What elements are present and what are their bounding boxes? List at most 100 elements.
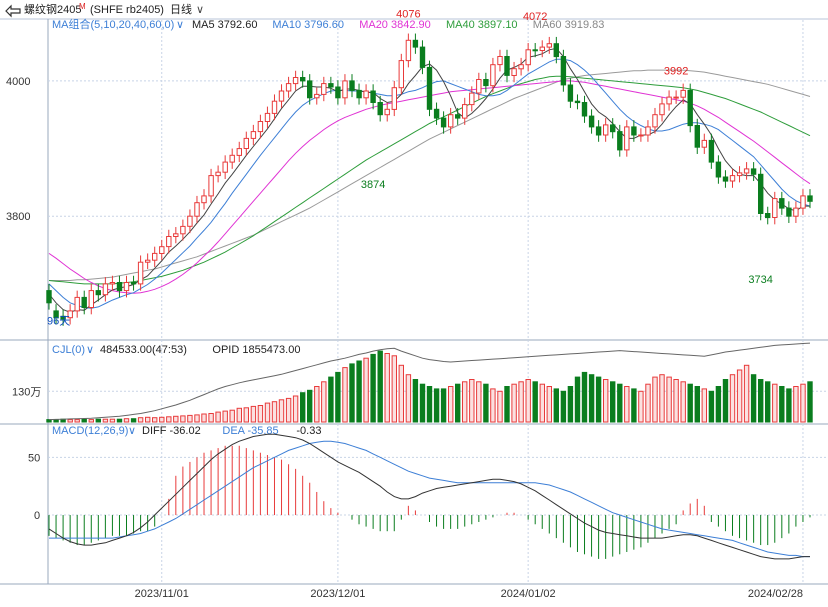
candle	[370, 84, 376, 110]
volume-bar	[553, 388, 559, 423]
candle-body	[349, 80, 355, 91]
candle-body	[53, 310, 59, 319]
volume-bar	[257, 405, 264, 423]
candle-body	[314, 93, 320, 99]
volume-legend: CJL(0) ∨ 484533.00(47:53) OPID 1855473.00	[52, 344, 300, 356]
candle-body	[292, 77, 299, 85]
volume-bar	[631, 388, 637, 423]
candle-body	[567, 84, 574, 102]
volume-bar	[250, 405, 257, 423]
volume-bar	[645, 383, 651, 423]
candle	[152, 246, 158, 267]
candle-body	[307, 80, 313, 99]
volume-bar	[363, 357, 369, 423]
header-bar: 螺纹钢2405 M (SHFE rb2405) 日线 ∨	[5, 2, 204, 18]
candle	[567, 78, 574, 108]
candle-body	[617, 131, 623, 151]
candle-body	[490, 64, 496, 87]
volume-bar	[130, 418, 137, 423]
candle-body	[497, 56, 503, 66]
candle	[743, 162, 750, 180]
candle-body	[694, 125, 700, 148]
candle-body	[729, 175, 736, 182]
candle	[610, 118, 616, 139]
candle-body	[159, 246, 165, 254]
candle-body	[271, 100, 278, 114]
legend-value: 484533.00(47:53)	[100, 344, 187, 356]
volume-bar	[278, 399, 285, 423]
ma-dropdown-icon[interactable]: ∨	[176, 19, 184, 31]
date-tick-label: 2024/01/02	[501, 588, 556, 600]
candle	[603, 118, 609, 142]
candle	[109, 275, 116, 291]
candle	[342, 74, 348, 105]
candle-body	[793, 207, 799, 217]
volume-bar	[180, 415, 186, 423]
period-selector[interactable]: 日线	[170, 2, 192, 16]
candle	[243, 131, 250, 156]
candle-body	[553, 43, 559, 58]
candle	[765, 206, 771, 225]
volume-bar	[412, 379, 419, 423]
candle	[750, 162, 757, 182]
candle-body	[377, 102, 383, 116]
candle-body	[595, 126, 602, 136]
back-arrow-icon[interactable]	[5, 4, 21, 18]
candle	[377, 95, 383, 122]
volume-bar	[300, 392, 306, 423]
period-dropdown-icon[interactable]: ∨	[196, 4, 204, 16]
volume-bar	[187, 414, 193, 423]
candle	[314, 87, 320, 105]
candle	[88, 283, 94, 315]
candle	[426, 60, 433, 117]
candle	[617, 124, 623, 157]
candle	[539, 40, 545, 58]
volume-bar	[215, 411, 221, 423]
candle	[201, 189, 207, 210]
macd-dea-line	[49, 440, 810, 558]
candle	[137, 255, 144, 291]
candle-body	[765, 213, 771, 219]
candle	[278, 84, 285, 108]
candle	[412, 33, 419, 54]
volume-bar	[292, 395, 299, 423]
candle	[631, 120, 637, 142]
candle	[701, 133, 707, 154]
candle-body	[173, 233, 179, 238]
volume-bar	[95, 418, 101, 423]
candle-body	[166, 236, 172, 248]
candle	[419, 40, 426, 75]
candle	[511, 61, 517, 83]
cjl-dropdown-icon[interactable]: ∨	[86, 344, 94, 356]
volume-bar	[116, 418, 123, 423]
volume-bar	[109, 418, 116, 423]
volume-bar	[722, 379, 729, 423]
candle	[666, 90, 672, 111]
candle-body	[518, 64, 524, 70]
cjl-group-label[interactable]: CJL(0)	[52, 344, 85, 356]
volume-bar	[567, 386, 574, 423]
volume-bar	[166, 416, 172, 423]
volume-bar	[666, 376, 672, 423]
volume-bar	[638, 390, 644, 423]
ma-group-label[interactable]: MA组合(5,10,20,40,60,0)	[52, 17, 174, 31]
volume-bar	[743, 364, 750, 423]
volume-bar	[588, 374, 595, 423]
candle	[95, 283, 101, 302]
volume-bar	[659, 374, 665, 423]
candle	[659, 97, 665, 122]
volume-bar	[342, 367, 348, 423]
macd-legend: MACD(12,26,9) ∨ DIFF -36.02 DEA -35.85 -0.…	[52, 425, 321, 437]
candle	[173, 227, 179, 244]
candle-body	[469, 92, 475, 106]
volume-bar	[81, 418, 87, 423]
volume-bar	[560, 390, 567, 423]
volume-bar	[610, 381, 616, 423]
volume-bar	[793, 386, 799, 423]
macd-group-label[interactable]: MACD(12,26,9)	[52, 425, 128, 437]
macd-dropdown-icon[interactable]: ∨	[128, 425, 136, 437]
candle	[264, 106, 271, 129]
candle-body	[426, 66, 433, 110]
candle-body	[215, 171, 221, 177]
volume-bar	[772, 383, 778, 423]
